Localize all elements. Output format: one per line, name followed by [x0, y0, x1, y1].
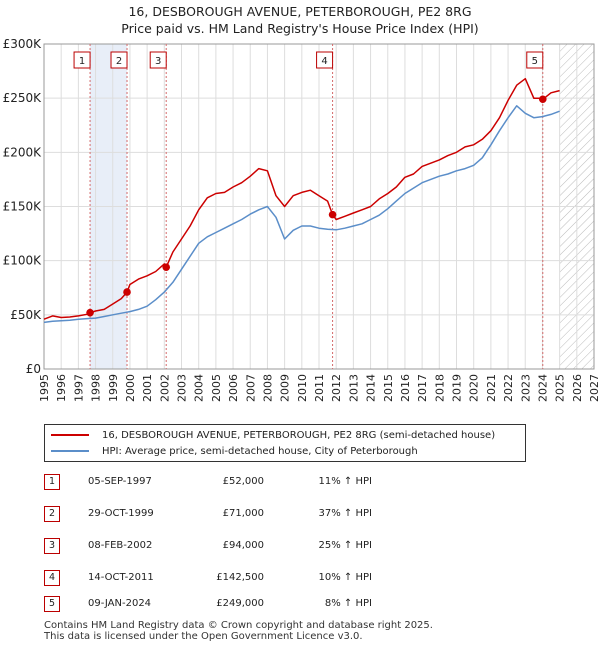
plot-frame: [43, 43, 595, 370]
row-price: £142,500: [216, 572, 264, 583]
chart-title-line1: 16, DESBOROUGH AVENUE, PETERBOROUGH, PE2…: [128, 4, 472, 19]
x-tick-label: 2019: [451, 374, 464, 402]
legend-label-property: 16, DESBOROUGH AVENUE, PETERBOROUGH, PE2…: [102, 429, 496, 441]
sale-number-box: [316, 51, 334, 69]
x-tick-label: 2000: [124, 374, 137, 402]
x-tick-label: 2024: [536, 374, 549, 402]
table-row: 3 08-FEB-2002 £94,000 25% ↑ HPI: [44, 538, 464, 554]
row-price: £71,000: [222, 508, 264, 519]
row-hpi: 8% ↑ HPI: [324, 598, 372, 609]
row-hpi: 37% ↑ HPI: [318, 508, 372, 519]
row-number-badge: 4: [44, 570, 60, 586]
sale-number-label: 1: [79, 56, 85, 67]
row-date: 05-SEP-1997: [88, 476, 152, 487]
x-tick-label: 1998: [90, 374, 103, 402]
table-row: 2 29-OCT-1999 £71,000 37% ↑ HPI: [44, 506, 464, 522]
x-tick-label: 2001: [141, 374, 154, 402]
x-tick-label: 2007: [244, 374, 257, 402]
legend: 16, DESBOROUGH AVENUE, PETERBOROUGH, PE2…: [44, 424, 526, 462]
x-tick-label: 1997: [72, 374, 85, 402]
row-number-badge: 3: [44, 538, 60, 554]
legend-item-property: 16, DESBOROUGH AVENUE, PETERBOROUGH, PE2…: [51, 428, 495, 442]
legend-item-hpi: HPI: Average price, semi-detached house,…: [51, 444, 418, 458]
row-hpi: 11% ↑ HPI: [318, 476, 372, 487]
x-tick-label: 2022: [502, 374, 515, 402]
x-tick-label: 2013: [347, 374, 360, 402]
sale-number-label: 2: [116, 56, 122, 67]
x-tick-label: 2025: [554, 374, 567, 402]
x-tick-label: 2020: [468, 374, 481, 402]
x-tick-label: 1999: [107, 374, 120, 402]
footer-licence: This data is licensed under the Open Gov…: [44, 631, 363, 642]
x-tick-label: 2002: [158, 374, 171, 402]
y-tick-label: £0: [26, 362, 41, 376]
row-hpi: 10% ↑ HPI: [318, 572, 372, 583]
x-tick-label: 2012: [330, 374, 343, 402]
row-date: 29-OCT-1999: [88, 508, 154, 519]
legend-swatch-property: [51, 434, 89, 436]
x-tick-label: 2017: [416, 374, 429, 402]
x-tick-label: 2009: [279, 374, 292, 402]
x-tick-label: 2026: [571, 374, 584, 402]
x-tick-label: 1996: [55, 374, 68, 402]
row-number-badge: 2: [44, 506, 60, 522]
x-tick-label: 2021: [485, 374, 498, 402]
x-tick-label: 2016: [399, 374, 412, 402]
x-tick-label: 1995: [38, 374, 51, 402]
row-price: £52,000: [222, 476, 264, 487]
sale-number-label: 4: [321, 56, 327, 67]
x-tick-label: 2014: [365, 374, 378, 402]
footer-copyright: Contains HM Land Registry data © Crown c…: [44, 620, 433, 631]
y-tick-label: £150K: [3, 200, 43, 214]
sale-point: [162, 263, 171, 271]
row-number-badge: 5: [44, 596, 60, 612]
sale-point: [86, 308, 94, 317]
sale-number-box: [110, 51, 128, 69]
x-tick-label: 2018: [433, 374, 446, 402]
x-tick-label: 2023: [519, 374, 532, 402]
sale-number-box: [149, 51, 167, 69]
sale-point: [123, 288, 131, 296]
row-hpi: 25% ↑ HPI: [318, 540, 372, 551]
sale-point: [538, 95, 547, 104]
price-chart: £0 £50K £100K £150K £200K £250K £300K 1995 1996 1…: [3, 37, 600, 402]
row-date: 08-FEB-2002: [88, 540, 153, 551]
legend-label-hpi: HPI: Average price, semi-detached house,…: [102, 445, 418, 457]
row-date: 14-OCT-2011: [88, 572, 154, 583]
x-tick-label: 2015: [382, 374, 395, 402]
sale-number-box: [526, 51, 544, 69]
row-date: 09-JAN-2024: [88, 598, 152, 609]
row-number-badge: 1: [44, 474, 60, 490]
x-tick-label: 2027: [588, 374, 600, 402]
sale-point: [328, 210, 337, 219]
x-tick-label: 2003: [176, 374, 189, 402]
legend-swatch-hpi: [51, 450, 89, 452]
x-tick-label: 2010: [296, 374, 309, 402]
row-price: £94,000: [222, 540, 264, 551]
x-tick-label: 2006: [227, 374, 240, 402]
x-tick-label: 2004: [193, 374, 206, 402]
y-tick-label: £250K: [3, 91, 43, 105]
chart-title-line2: Price paid vs. HM Land Registry's House …: [121, 21, 479, 36]
row-price: £249,000: [216, 598, 264, 609]
table-row: 4 14-OCT-2011 £142,500 10% ↑ HPI: [44, 570, 464, 586]
y-tick-label: £50K: [10, 308, 42, 322]
x-tick-label: 2005: [210, 374, 223, 402]
sale-number-box: [73, 51, 91, 69]
table-row: 5 09-JAN-2024 £249,000 8% ↑ HPI: [44, 596, 464, 612]
x-tick-label: 2008: [261, 374, 274, 402]
x-tick-label: 2011: [313, 374, 326, 402]
table-row: 1 05-SEP-1997 £52,000 11% ↑ HPI: [44, 474, 464, 490]
y-tick-label: £100K: [3, 254, 43, 268]
footer: Contains HM Land Registry data © Crown c…: [44, 620, 433, 642]
y-tick-label: £300K: [3, 37, 43, 51]
sale-number-label: 5: [532, 56, 538, 67]
y-tick-label: £200K: [3, 145, 43, 159]
sale-number-label: 3: [155, 56, 161, 67]
hpi-line: [43, 105, 560, 324]
